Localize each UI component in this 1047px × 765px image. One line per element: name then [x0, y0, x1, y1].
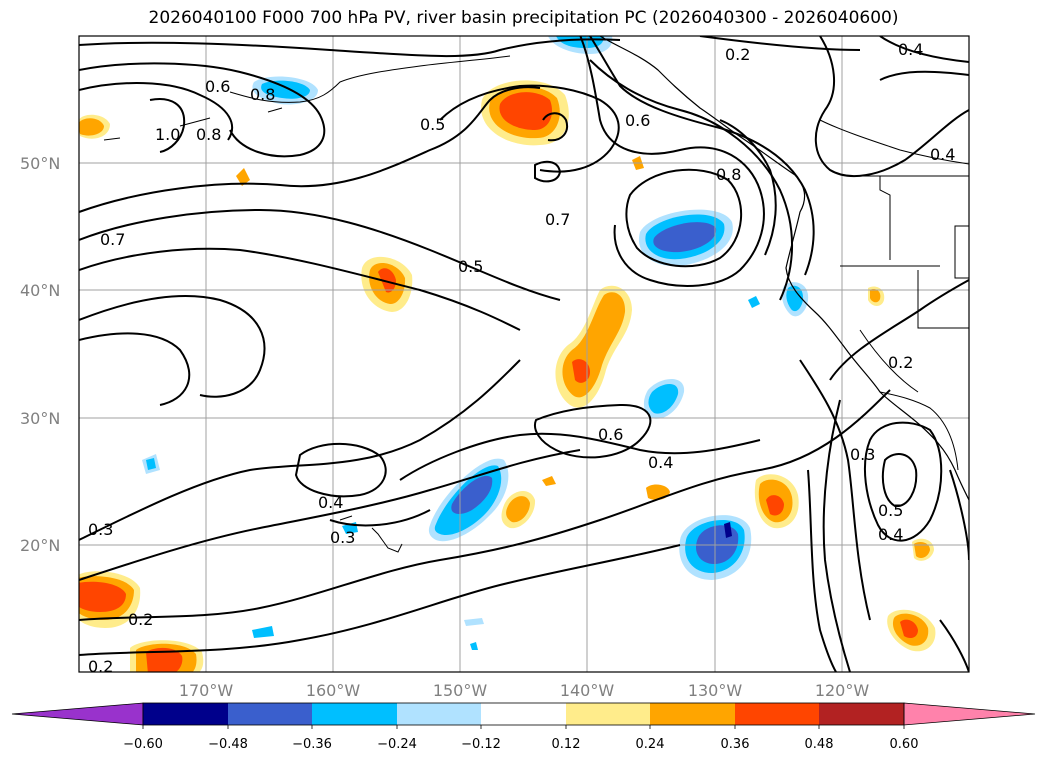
map-border: [78, 35, 970, 673]
contour-label: 0.6: [205, 77, 230, 96]
colorbar-tick-label: −0.48: [208, 737, 248, 752]
colorbar-tick-label: −0.60: [123, 737, 163, 752]
contour-label: 0.5: [458, 257, 483, 276]
contour-label: 0.5: [878, 501, 903, 520]
colorbar: −0.60 −0.48 −0.36 −0.24 −0.12 0.12 0.24 …: [11, 702, 1036, 752]
lon-label: 120°W: [815, 681, 870, 700]
contour-label: 0.6: [625, 111, 650, 130]
colorbar-tick-label: 0.12: [552, 737, 581, 752]
colorbar-segment: [228, 703, 312, 725]
colorbar-segment: [819, 703, 904, 725]
contour-label: 0.4: [878, 525, 903, 544]
colorbar-tick-label: 0.36: [721, 737, 750, 752]
colorbar-extend-low: [11, 702, 144, 726]
lat-label: 40°N: [20, 281, 60, 300]
colorbar-segment: [566, 703, 650, 725]
contour-label: 0.4: [648, 453, 673, 472]
lon-label: 160°W: [306, 681, 361, 700]
longitude-labels: 170°W 160°W 150°W 140°W 130°W 120°W: [179, 681, 870, 700]
lon-label: 150°W: [433, 681, 488, 700]
colorbar-tick-label: 0.24: [636, 737, 665, 752]
colorbar-tick-label: −0.24: [377, 737, 417, 752]
lon-label: 130°W: [688, 681, 743, 700]
contour-label: 0.5: [420, 115, 445, 134]
lat-label: 50°N: [20, 154, 60, 173]
contour-label: 0.7: [100, 230, 125, 249]
lat-label: 30°N: [20, 409, 60, 428]
contour-label: 0.2: [725, 45, 750, 64]
pv-contours: [79, 36, 969, 672]
map-title: 2026040100 F000 700 hPa PV, river basin …: [148, 8, 899, 28]
colorbar-segment: [312, 703, 397, 725]
colorbar-tick-label: −0.12: [461, 737, 501, 752]
contour-label: 0.4: [318, 493, 343, 512]
contour-label: 0.8: [196, 125, 221, 144]
colorbar-segment: [143, 703, 228, 725]
contour-label: 0.7: [545, 210, 570, 229]
contour-label: 0.6: [598, 425, 623, 444]
colorbar-tick-label: 0.48: [805, 737, 834, 752]
contour-label: 0.8: [250, 85, 275, 104]
lon-label: 140°W: [560, 681, 615, 700]
latitude-labels: 50°N 40°N 30°N 20°N: [20, 154, 60, 555]
contour-label: 0.3: [88, 520, 113, 539]
colorbar-segment: [650, 703, 735, 725]
contour-labels: 0.2 0.4 0.6 0.8 1.0 0.8 0.5 0.6 0.8 0.4 …: [88, 40, 955, 676]
colorbar-frame: [142, 702, 905, 726]
colorbar-segment: [481, 703, 566, 725]
contour-label: 0.4: [898, 40, 923, 59]
lat-label: 20°N: [20, 536, 60, 555]
contour-label: 0.3: [330, 528, 355, 547]
lon-label: 170°W: [179, 681, 234, 700]
colorbar-tick-label: 0.60: [890, 737, 919, 752]
colorbar-tick-label: −0.36: [292, 737, 332, 752]
colorbar-extend-high: [903, 702, 1036, 726]
contour-label: 0.8: [716, 165, 741, 184]
contour-label: 0.3: [850, 445, 875, 464]
contour-label: 0.2: [888, 353, 913, 372]
contour-label: 0.2: [88, 657, 113, 676]
contour-label: 0.4: [930, 145, 955, 164]
contour-label: 0.2: [128, 610, 153, 629]
colorbar-segment: [735, 703, 819, 725]
colorbar-segment: [397, 703, 481, 725]
contour-label: 1.0: [155, 125, 180, 144]
